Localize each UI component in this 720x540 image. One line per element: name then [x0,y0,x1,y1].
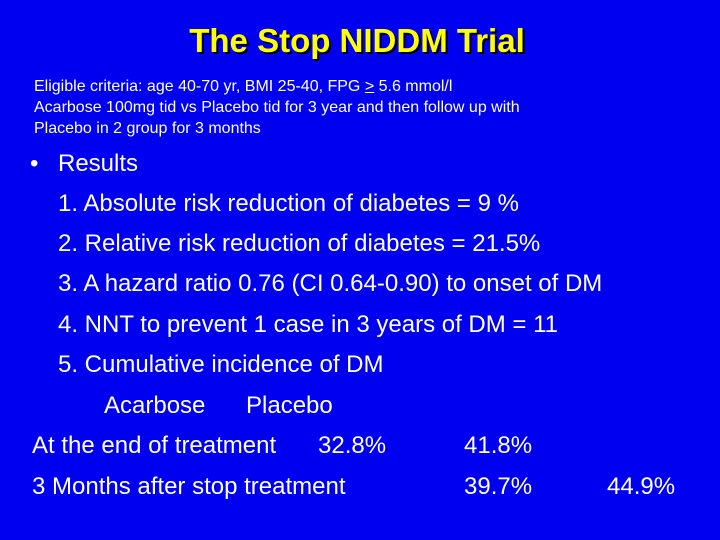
bullet-icon: • [30,150,39,177]
criteria-line-1-value: 5.6 mmol/l [374,78,453,95]
eligibility-criteria: Eligible criteria: age 40-70 yr, BMI 25-… [34,76,520,139]
row-1-acarbose: 32.8% [318,432,387,459]
criteria-line-1: Eligible criteria: age 40-70 yr, BMI 25-… [34,76,520,97]
column-header-placebo: Placebo [246,392,333,419]
result-item-1: 1. Absolute risk reduction of diabetes =… [58,190,519,217]
result-item-2: 2. Relative risk reduction of diabetes =… [58,230,541,257]
criteria-line-2: Acarbose 100mg tid vs Placebo tid for 3 … [34,99,520,116]
row-2-label: 3 Months after stop treatment [32,473,346,500]
result-item-3: 3. A hazard ratio 0.76 (CI 0.64-0.90) to… [58,270,603,297]
row-2-placebo: 44.9% [607,473,676,500]
greater-equal-symbol: > [364,78,375,95]
criteria-line-1-text: Eligible criteria: age 40-70 yr, BMI 25-… [34,78,365,95]
row-1-label: At the end of treatment [32,432,277,459]
row-1-placebo: 41.8% [464,432,533,459]
column-header-acarbose: Acarbose [104,392,206,419]
row-2-acarbose: 39.7% [464,473,533,500]
criteria-line-3: Placebo in 2 group for 3 months [34,120,261,137]
result-item-4: 4. NNT to prevent 1 case in 3 years of D… [58,311,559,338]
slide-title: The Stop NIDDM Trial [189,22,525,59]
result-item-5: 5. Cumulative incidence of DM [58,351,384,378]
results-heading: Results [58,150,139,177]
